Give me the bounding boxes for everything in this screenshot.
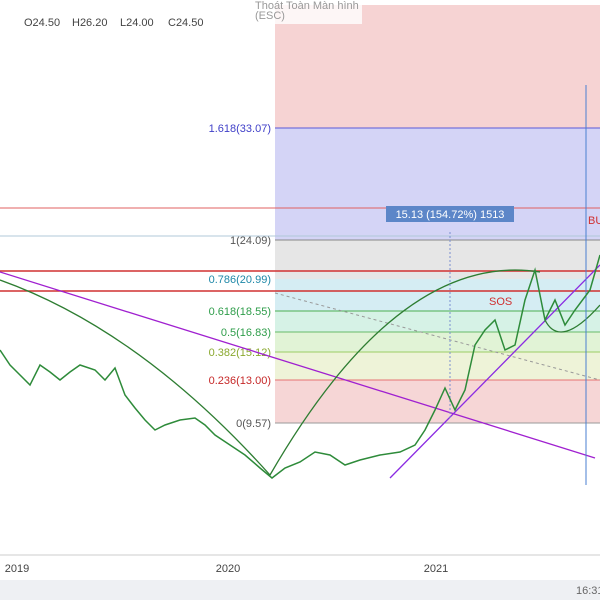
x-tick-label: 2020: [216, 563, 240, 575]
arc: [0, 269, 541, 477]
trend-line: [0, 271, 596, 459]
fib-lines: [275, 127, 600, 424]
fib-label: 0.236(13.00): [209, 375, 271, 387]
arc: [544, 304, 600, 333]
annotation: BU: [588, 215, 600, 227]
zone: [275, 279, 600, 311]
annotation: SOS: [489, 296, 512, 308]
ohlc-value: O24.50: [24, 17, 60, 29]
status-bar: [0, 580, 600, 600]
dashed-line: [274, 292, 600, 381]
zone: [275, 352, 600, 380]
x-tick-label: 2021: [424, 563, 448, 575]
fib-label: 1(24.09): [230, 235, 271, 247]
zone: [275, 332, 600, 352]
exit-hint[interactable]: (ESC): [255, 10, 285, 22]
fib-label: 0(9.57): [236, 418, 271, 430]
zone: [275, 128, 600, 240]
fib-label: 0.382(15.12): [209, 347, 271, 359]
fib-zones: [275, 5, 600, 423]
zone: [275, 240, 600, 279]
x-tick-label: 2019: [5, 563, 29, 575]
exit-hint[interactable]: Thoát Toàn Màn hình: [255, 0, 359, 12]
fib-label: 1.618(33.07): [209, 123, 271, 135]
ohlc: O24.50 H26.20 L24.00 C24.50: [24, 17, 203, 29]
time: 16:31: [576, 585, 600, 597]
ohlc-value: L24.00: [120, 17, 154, 29]
measure-label: 15.13 (154.72%) 1513: [396, 209, 505, 221]
price-trace: [0, 254, 600, 479]
fib-label: 0.618(18.55): [209, 306, 271, 318]
zone: [275, 5, 600, 128]
exit-hint-box[interactable]: [252, 0, 362, 24]
fib-label: 0.786(20.99): [209, 274, 271, 286]
ohlc-value: C24.50: [168, 17, 203, 29]
trend-line: [389, 264, 600, 479]
measure-box: [386, 206, 514, 222]
fib-label: 0.5(16.83): [221, 327, 271, 339]
ohlc-value: H26.20: [72, 17, 107, 29]
fib-labels: 1.618(33.07) 1(24.09) 0.786(20.99) 0.618…: [209, 123, 271, 430]
zone: [275, 380, 600, 423]
